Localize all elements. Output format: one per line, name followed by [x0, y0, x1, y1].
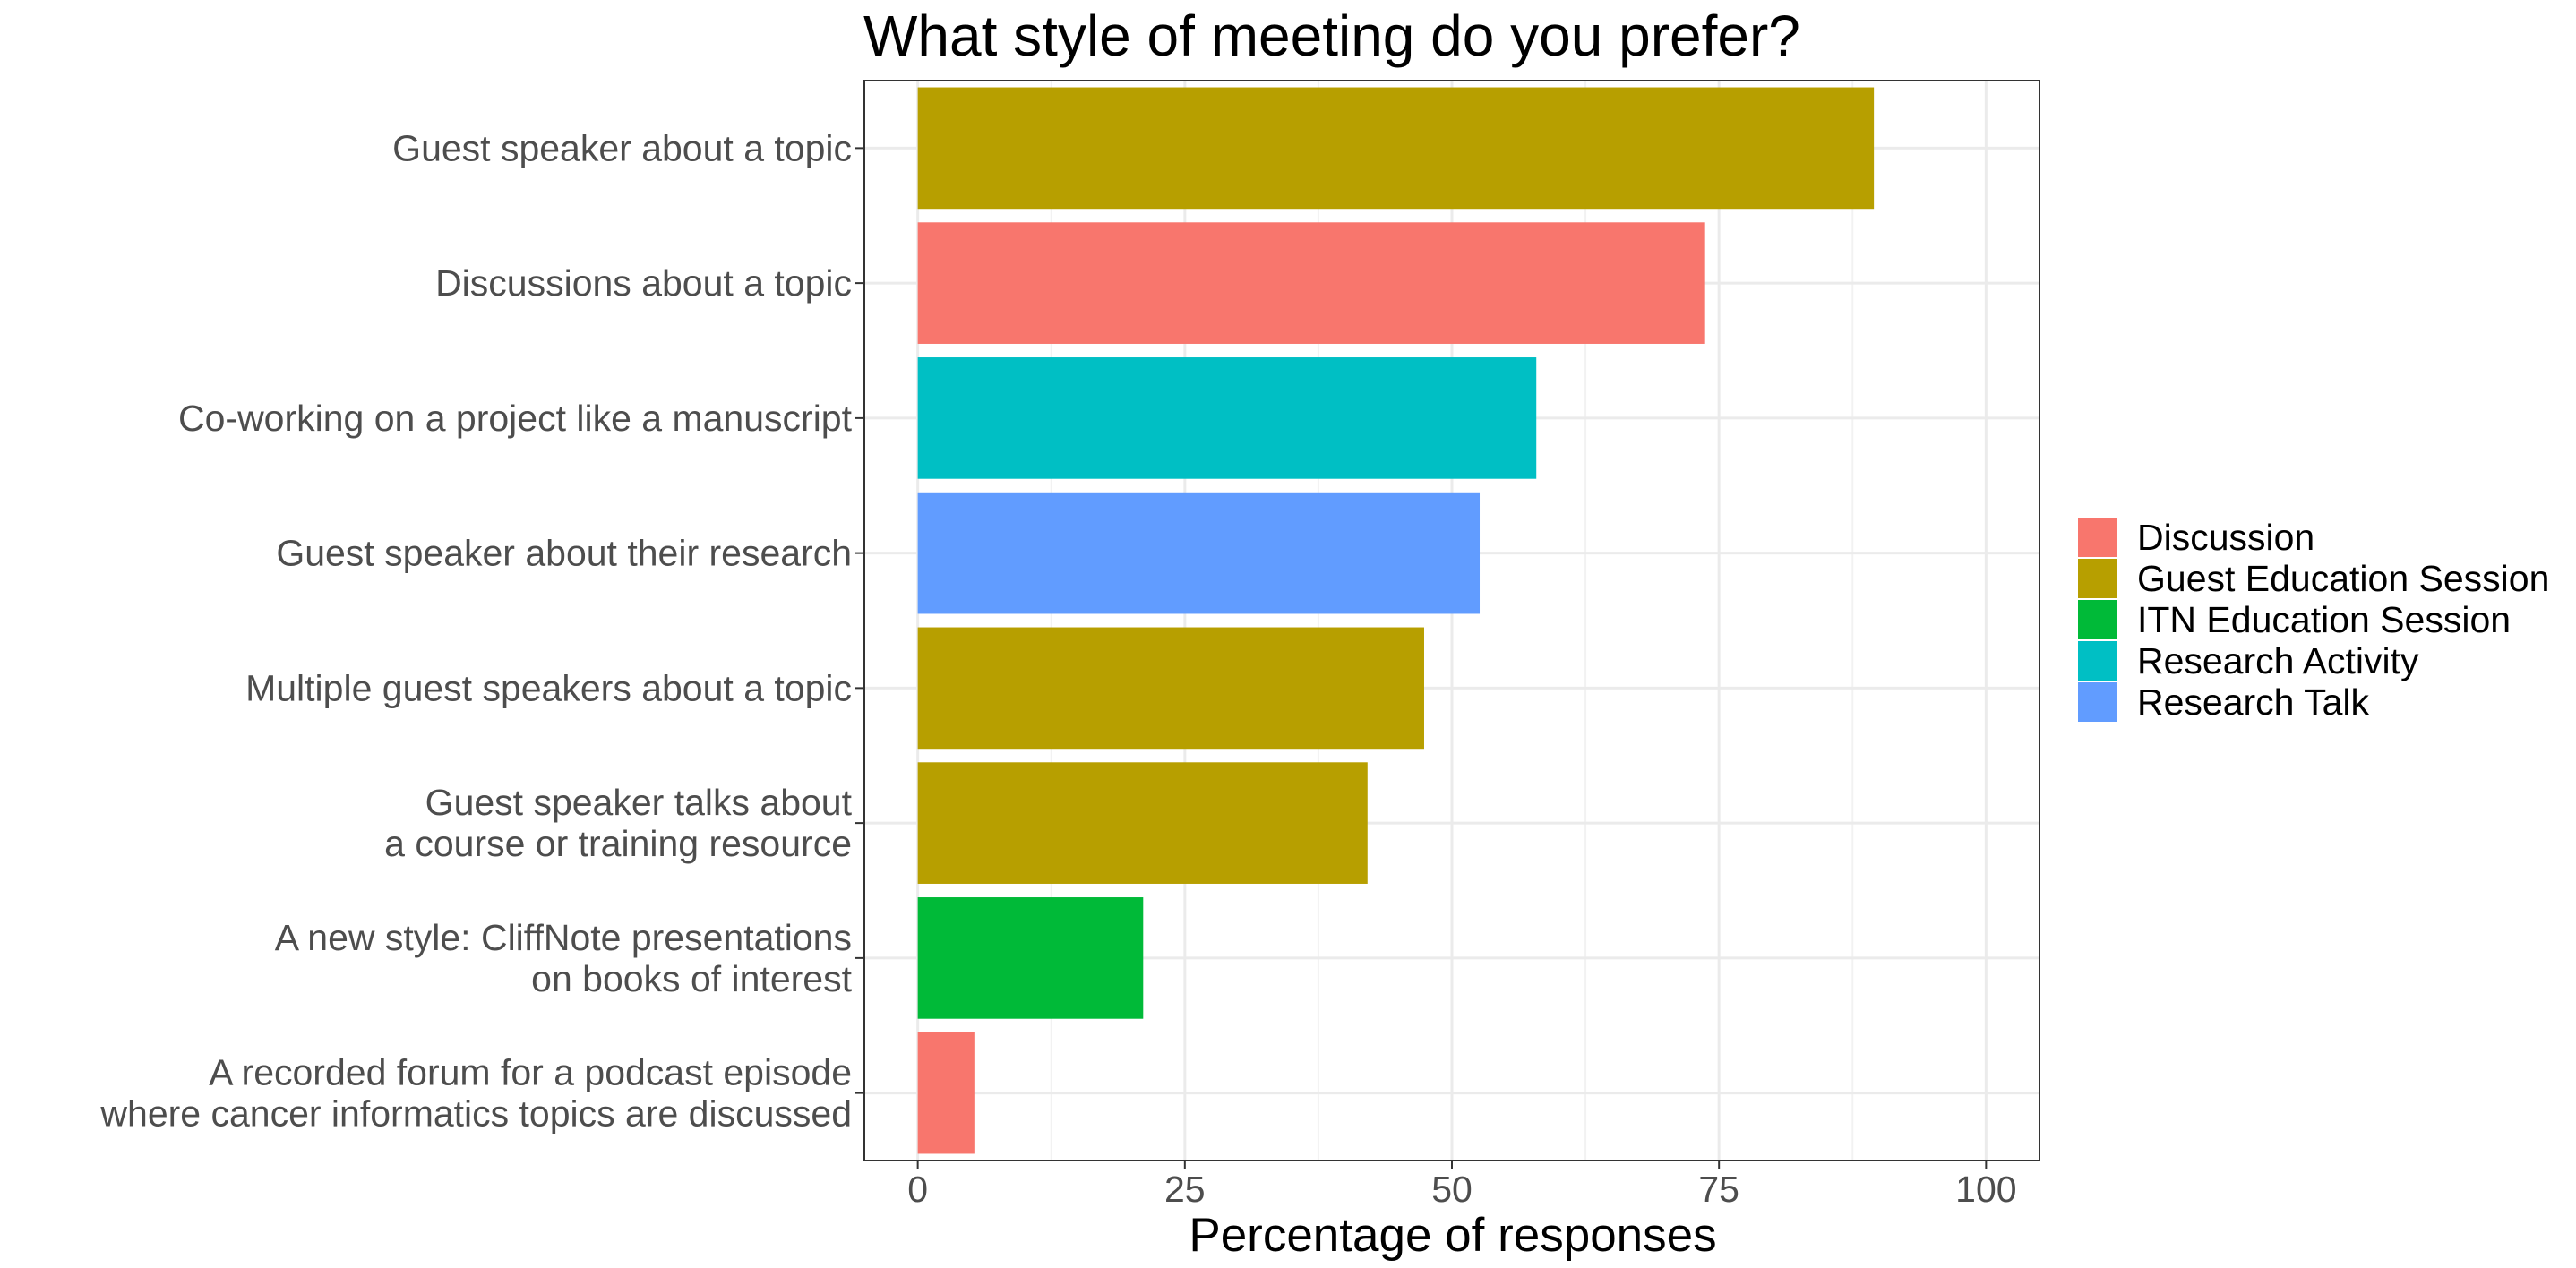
- bar: [917, 87, 1875, 210]
- chart-title: What style of meeting do you prefer?: [863, 4, 1800, 68]
- y-tick-label: Guest speaker about their research: [276, 533, 852, 574]
- bar: [917, 627, 1424, 750]
- y-tick-label: Guest speaker about a topic: [392, 127, 852, 168]
- legend-label: Research Activity: [2137, 640, 2419, 681]
- y-tick-label: Discussions about a topic: [435, 262, 852, 304]
- legend-label: Discussion: [2137, 517, 2314, 558]
- x-tick-label: 50: [1431, 1169, 1473, 1210]
- legend-label: Research Talk: [2137, 681, 2370, 723]
- y-tick-label: Multiple guest speakers about a topic: [245, 667, 852, 708]
- y-tick-label: Guest speaker talks about: [425, 782, 853, 823]
- legend-label: Guest Education Session: [2137, 558, 2549, 599]
- y-tick-label: a course or training resource: [384, 823, 852, 864]
- y-tick-label: Co-working on a project like a manuscrip…: [178, 398, 853, 439]
- y-tick-label: A recorded forum for a podcast episode: [209, 1052, 852, 1093]
- y-tick-label: A new style: CliffNote presentations: [275, 917, 852, 958]
- y-tick-label: where cancer informatics topics are disc…: [99, 1093, 852, 1135]
- x-tick-label: 75: [1698, 1169, 1739, 1210]
- legend-swatch: [2078, 682, 2117, 722]
- legend-swatch: [2078, 518, 2117, 557]
- legend-swatch: [2078, 641, 2117, 681]
- bar: [917, 492, 1481, 614]
- bar: [917, 1032, 975, 1154]
- legend-swatch: [2078, 600, 2117, 639]
- x-tick-label: 0: [907, 1169, 928, 1210]
- y-tick-label: on books of interest: [531, 958, 852, 999]
- bar: [917, 222, 1705, 344]
- x-axis-label: Percentage of responses: [1189, 1209, 1716, 1262]
- plot-area: Guest speaker about a topic Discussions a…: [99, 80, 2040, 1210]
- legend-swatch: [2078, 559, 2117, 598]
- bar: [917, 357, 1537, 479]
- bar: [917, 897, 1144, 1019]
- x-tick-label: 25: [1164, 1169, 1206, 1210]
- legend-label: ITN Education Session: [2137, 599, 2511, 640]
- bar: [917, 762, 1368, 884]
- x-tick-label: 100: [1955, 1169, 2016, 1210]
